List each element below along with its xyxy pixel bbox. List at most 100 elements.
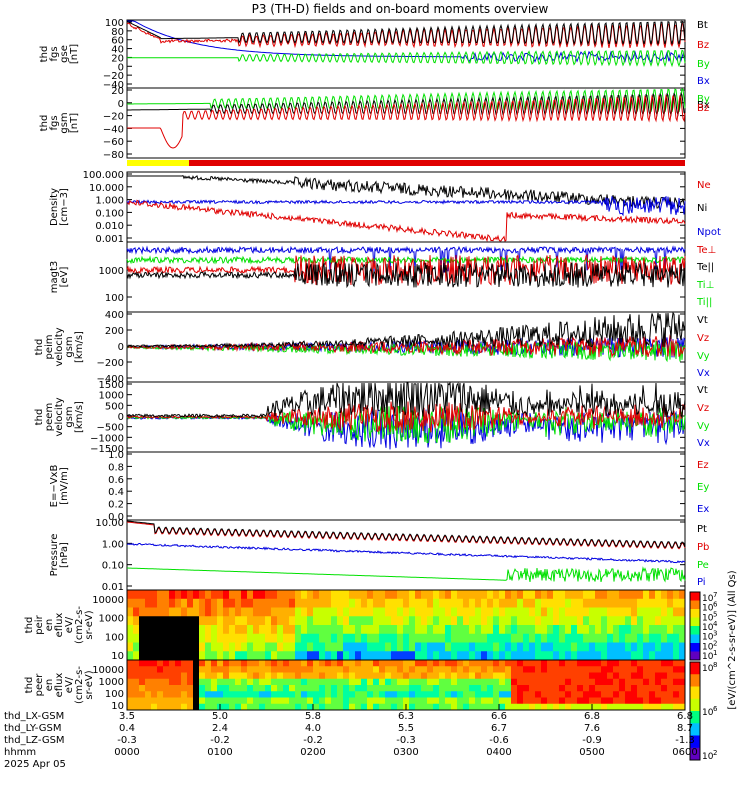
colorbar-tick-exponent: 1 — [713, 649, 717, 657]
spectrogram-cell — [301, 703, 308, 711]
spectrogram-cell — [469, 590, 476, 600]
spectrogram-cell — [415, 672, 422, 680]
spectrogram-cell — [367, 633, 374, 643]
spectrogram-cell — [343, 590, 350, 600]
spectrogram-cell — [127, 703, 134, 711]
spectrogram-cell — [631, 590, 638, 600]
colorbar-tick: 10 — [702, 613, 714, 623]
spectrogram-cell — [457, 691, 464, 698]
spectrogram-cell — [475, 633, 482, 643]
spectrogram-cell — [421, 607, 428, 617]
spectrogram-cell — [469, 703, 476, 711]
spectrogram-cell — [619, 616, 626, 626]
spectrogram-cell — [271, 672, 278, 680]
x-tick-label: 0300 — [393, 747, 418, 758]
spectrogram-cell — [361, 678, 368, 686]
spectrogram-cell — [331, 633, 338, 643]
spectrogram-cell — [133, 691, 140, 698]
spectrogram-cell — [223, 651, 230, 661]
spectrogram-cell — [271, 651, 278, 661]
colorbar-tick-exponent: 6 — [713, 601, 718, 609]
spectrogram-cell — [433, 691, 440, 698]
spectrogram-cell — [283, 607, 290, 617]
spectrogram-cell — [409, 607, 416, 617]
spectrogram-cell — [523, 691, 530, 698]
spectrogram-cell — [253, 590, 260, 600]
spectrogram-cell — [559, 616, 566, 626]
spectrogram-cell — [211, 590, 218, 600]
spectrogram-cell — [397, 590, 404, 600]
spectrogram-cell — [649, 666, 656, 673]
spectrogram-cell — [283, 625, 290, 635]
spectrogram-cell — [481, 703, 488, 711]
spectrogram-cell — [661, 642, 668, 652]
spectrogram-cell — [199, 660, 206, 667]
spectrogram-cell — [355, 625, 362, 635]
spectrogram-cell — [193, 625, 200, 635]
spectrogram-cell — [139, 703, 146, 711]
spectrogram-cell — [589, 651, 596, 661]
spectrogram-cell — [637, 651, 644, 661]
spectrogram-cell — [343, 666, 350, 673]
spectrogram-cell — [499, 685, 506, 692]
spectrogram-cell — [139, 666, 146, 673]
spectrogram-cell — [397, 633, 404, 643]
spectrogram-cell — [595, 672, 602, 680]
spectrogram-cell — [133, 607, 140, 617]
spectrogram-cell — [169, 625, 176, 635]
spectrogram-cell — [295, 703, 302, 711]
spectrogram-cell — [295, 672, 302, 680]
spectrogram-cell — [523, 590, 530, 600]
spectrogram-cell — [289, 703, 296, 711]
spectrogram-cell — [127, 598, 134, 608]
spectrogram-cell — [163, 685, 170, 692]
spectrogram-cell — [337, 651, 344, 661]
x-tick-label: -0.9 — [582, 735, 602, 746]
spectrogram-cell — [595, 633, 602, 643]
spectrogram-cell — [157, 666, 164, 673]
spectrogram-cell — [589, 678, 596, 686]
spectrogram-cell — [289, 642, 296, 652]
series-ni — [127, 174, 686, 210]
spectrogram-cell — [295, 697, 302, 705]
y-tick-label: 10.00 — [95, 518, 124, 529]
spectrogram-cell — [241, 660, 248, 667]
spectrogram-cell — [205, 607, 212, 617]
spectrogram-cell — [499, 633, 506, 643]
spectrogram-cell — [241, 625, 248, 635]
spectrogram-cell — [655, 642, 662, 652]
time-row-label-hhmm: hhmm — [4, 747, 36, 758]
spectrogram-cell — [325, 685, 332, 692]
spectrogram-cell — [661, 685, 668, 692]
spectrogram-cell — [523, 685, 530, 692]
spectrogram-cell — [199, 598, 206, 608]
spectrogram-cell — [331, 678, 338, 686]
spectrogram-cell — [439, 703, 446, 711]
spectrogram-cell — [517, 666, 524, 673]
spectrogram-cell — [451, 651, 458, 661]
spectrogram-cell — [403, 616, 410, 626]
spectrogram-cell — [499, 598, 506, 608]
colorbar-frame — [689, 661, 701, 761]
spectrogram-cell — [247, 660, 254, 667]
spectrogram-cell — [511, 660, 518, 667]
spectrogram-cell — [259, 660, 266, 667]
spectrogram-cell — [403, 685, 410, 692]
spectrogram-cell — [559, 660, 566, 667]
spectrogram-cell — [301, 598, 308, 608]
spectrogram-cell — [193, 672, 200, 680]
spectrogram-cell — [595, 651, 602, 661]
spectrogram-cell — [613, 672, 620, 680]
spectrogram-cell — [343, 685, 350, 692]
spectrogram-cell — [319, 703, 326, 711]
spectrogram-cell — [193, 598, 200, 608]
spectrogram-cell — [625, 616, 632, 626]
spectrogram-cell — [439, 598, 446, 608]
spectrogram-cell — [169, 703, 176, 711]
spectrogram-cell — [187, 666, 194, 673]
spectrogram-cell — [193, 607, 200, 617]
spectrogram-cell — [499, 666, 506, 673]
spectrogram-cell — [409, 616, 416, 626]
spectrogram-cell — [553, 678, 560, 686]
spectrogram-cell — [643, 590, 650, 600]
